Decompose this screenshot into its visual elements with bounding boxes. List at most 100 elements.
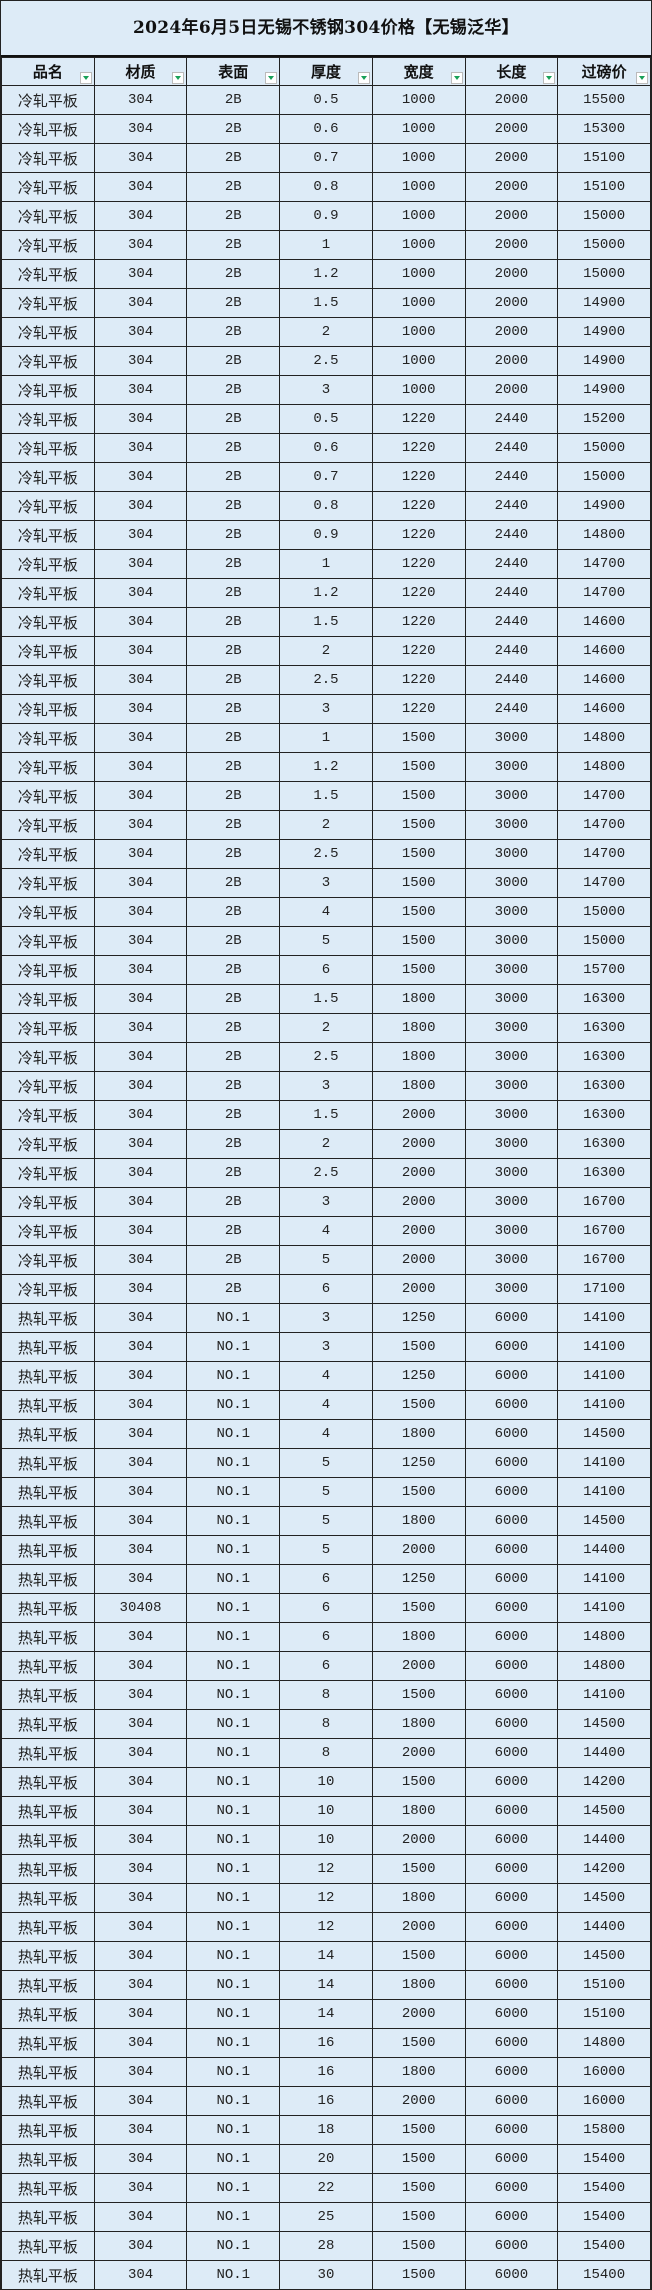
cell-width[interactable]: 1800 [371,1883,466,1913]
cell-price[interactable]: 15100 [557,1999,651,2029]
cell-length[interactable]: 6000 [464,1564,559,1594]
cell-product[interactable]: 冷轧平板 [1,317,95,347]
cell-product[interactable]: 热轧平板 [1,1593,95,1623]
cell-price[interactable]: 14800 [557,1651,651,1681]
cell-material[interactable]: 304 [93,665,188,695]
cell-surface[interactable]: 2B [186,607,281,637]
cell-material[interactable]: 304 [93,1941,188,1971]
cell-product[interactable]: 冷轧平板 [1,433,95,463]
cell-price[interactable]: 14100 [557,1593,651,1623]
cell-thickness[interactable]: 4 [279,1216,373,1246]
filter-dropdown-icon[interactable] [172,72,185,84]
cell-surface[interactable]: NO.1 [186,2144,281,2174]
cell-product[interactable]: 热轧平板 [1,2202,95,2232]
cell-material[interactable]: 304 [93,172,188,202]
cell-material[interactable]: 304 [93,723,188,753]
cell-price[interactable]: 14700 [557,781,651,811]
cell-product[interactable]: 冷轧平板 [1,694,95,724]
cell-surface[interactable]: NO.1 [186,2057,281,2087]
cell-product[interactable]: 热轧平板 [1,2028,95,2058]
cell-material[interactable]: 304 [93,1361,188,1391]
cell-length[interactable]: 6000 [464,2260,559,2290]
cell-product[interactable]: 冷轧平板 [1,752,95,782]
cell-material[interactable]: 304 [93,578,188,608]
cell-width[interactable]: 1000 [371,317,466,347]
cell-surface[interactable]: NO.1 [186,2115,281,2145]
cell-price[interactable]: 15000 [557,926,651,956]
cell-surface[interactable]: 2B [186,984,281,1014]
cell-product[interactable]: 冷轧平板 [1,926,95,956]
cell-width[interactable]: 2000 [371,1535,466,1565]
cell-thickness[interactable]: 8 [279,1709,373,1739]
cell-material[interactable]: 304 [93,926,188,956]
cell-width[interactable]: 2000 [371,1825,466,1855]
cell-surface[interactable]: 2B [186,665,281,695]
cell-product[interactable]: 热轧平板 [1,1709,95,1739]
cell-price[interactable]: 15100 [557,1970,651,2000]
cell-material[interactable]: 304 [93,85,188,115]
cell-price[interactable]: 14400 [557,1738,651,1768]
cell-length[interactable]: 2000 [464,346,559,376]
cell-thickness[interactable]: 0.5 [279,404,373,434]
cell-thickness[interactable]: 10 [279,1767,373,1797]
cell-material[interactable]: 304 [93,462,188,492]
cell-length[interactable]: 2440 [464,491,559,521]
cell-surface[interactable]: NO.1 [186,2260,281,2290]
cell-product[interactable]: 热轧平板 [1,2086,95,2116]
cell-price[interactable]: 15400 [557,2144,651,2174]
cell-price[interactable]: 15000 [557,259,651,289]
cell-width[interactable]: 1500 [371,810,466,840]
cell-length[interactable]: 6000 [464,2173,559,2203]
cell-material[interactable]: 304 [93,1825,188,1855]
cell-material[interactable]: 304 [93,1448,188,1478]
cell-length[interactable]: 6000 [464,2231,559,2261]
cell-length[interactable]: 3000 [464,897,559,927]
cell-surface[interactable]: 2B [186,143,281,173]
cell-price[interactable]: 14100 [557,1332,651,1362]
cell-product[interactable]: 热轧平板 [1,1506,95,1536]
cell-price[interactable]: 14800 [557,1622,651,1652]
cell-product[interactable]: 热轧平板 [1,2057,95,2087]
cell-length[interactable]: 6000 [464,1390,559,1420]
cell-width[interactable]: 1220 [371,665,466,695]
cell-price[interactable]: 14800 [557,2028,651,2058]
cell-thickness[interactable]: 6 [279,1274,373,1304]
cell-thickness[interactable]: 3 [279,1303,373,1333]
cell-price[interactable]: 15500 [557,85,651,115]
cell-surface[interactable]: 2B [186,85,281,115]
cell-surface[interactable]: 2B [186,375,281,405]
cell-material[interactable]: 304 [93,897,188,927]
cell-price[interactable]: 14100 [557,1680,651,1710]
cell-product[interactable]: 冷轧平板 [1,85,95,115]
cell-thickness[interactable]: 1.5 [279,984,373,1014]
cell-surface[interactable]: 2B [186,346,281,376]
cell-material[interactable]: 304 [93,114,188,144]
cell-thickness[interactable]: 3 [279,1071,373,1101]
filter-dropdown-icon[interactable] [265,72,278,84]
cell-length[interactable]: 2440 [464,607,559,637]
cell-width[interactable]: 1000 [371,143,466,173]
cell-length[interactable]: 6000 [464,1419,559,1449]
cell-surface[interactable]: 2B [186,1100,281,1130]
cell-price[interactable]: 15000 [557,201,651,231]
cell-thickness[interactable]: 0.9 [279,520,373,550]
cell-material[interactable]: 304 [93,1883,188,1913]
cell-width[interactable]: 2000 [371,1245,466,1275]
cell-thickness[interactable]: 1 [279,230,373,260]
cell-price[interactable]: 14900 [557,375,651,405]
cell-surface[interactable]: NO.1 [186,1390,281,1420]
cell-price[interactable]: 14500 [557,1796,651,1826]
cell-length[interactable]: 3000 [464,984,559,1014]
cell-width[interactable]: 1800 [371,1709,466,1739]
cell-product[interactable]: 冷轧平板 [1,462,95,492]
cell-surface[interactable]: NO.1 [186,1622,281,1652]
cell-length[interactable]: 3000 [464,810,559,840]
cell-width[interactable]: 1500 [371,781,466,811]
cell-price[interactable]: 15400 [557,2260,651,2290]
cell-width[interactable]: 1500 [371,897,466,927]
cell-material[interactable]: 30408 [93,1593,188,1623]
cell-product[interactable]: 冷轧平板 [1,810,95,840]
cell-length[interactable]: 2440 [464,665,559,695]
cell-thickness[interactable]: 1.5 [279,781,373,811]
cell-material[interactable]: 304 [93,317,188,347]
